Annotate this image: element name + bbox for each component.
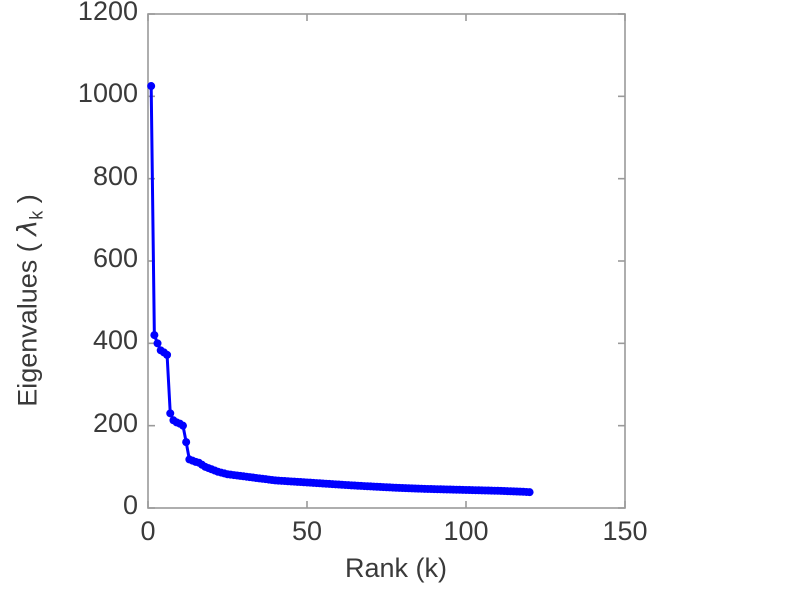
y-axis-label: Eigenvalues ( λk ) bbox=[13, 194, 48, 407]
series-line bbox=[149, 84, 532, 494]
data-point-marker bbox=[163, 350, 172, 359]
data-point-marker bbox=[178, 421, 187, 430]
y-tick-label: 0 bbox=[122, 490, 138, 520]
y-tick-label: 1200 bbox=[77, 0, 138, 26]
x-tick-label: 0 bbox=[140, 516, 156, 546]
data-point-marker bbox=[182, 438, 191, 447]
x-tick-label: 100 bbox=[443, 516, 489, 546]
data-point-marker bbox=[525, 488, 534, 497]
lambda-subscript: k bbox=[26, 210, 47, 220]
y-tick-label: 800 bbox=[92, 160, 138, 191]
y-tick-label: 1000 bbox=[77, 78, 138, 109]
data-point-marker bbox=[150, 331, 159, 340]
y-tick-label: 600 bbox=[92, 243, 138, 273]
x-tick-label: 150 bbox=[602, 516, 648, 546]
data-point-marker bbox=[166, 409, 175, 418]
y-tick-label: 400 bbox=[92, 325, 138, 356]
y-tick-label: 200 bbox=[92, 407, 138, 438]
tick-marks bbox=[147, 13, 626, 509]
y-axis-label-close: ) bbox=[12, 194, 43, 211]
axes-frame bbox=[147, 13, 626, 509]
data-point-marker bbox=[153, 339, 162, 348]
data-series bbox=[147, 82, 534, 497]
x-tick-label: 50 bbox=[291, 516, 323, 546]
x-axis-label: Rank (k) bbox=[344, 553, 447, 583]
lambda-symbol: λ bbox=[12, 219, 44, 236]
axes-box bbox=[147, 13, 626, 509]
y-axis-label-container: Eigenvalues ( λk ) bbox=[13, 61, 48, 541]
y-axis-label-text: Eigenvalues ( bbox=[12, 235, 43, 407]
data-point-marker bbox=[147, 82, 156, 91]
